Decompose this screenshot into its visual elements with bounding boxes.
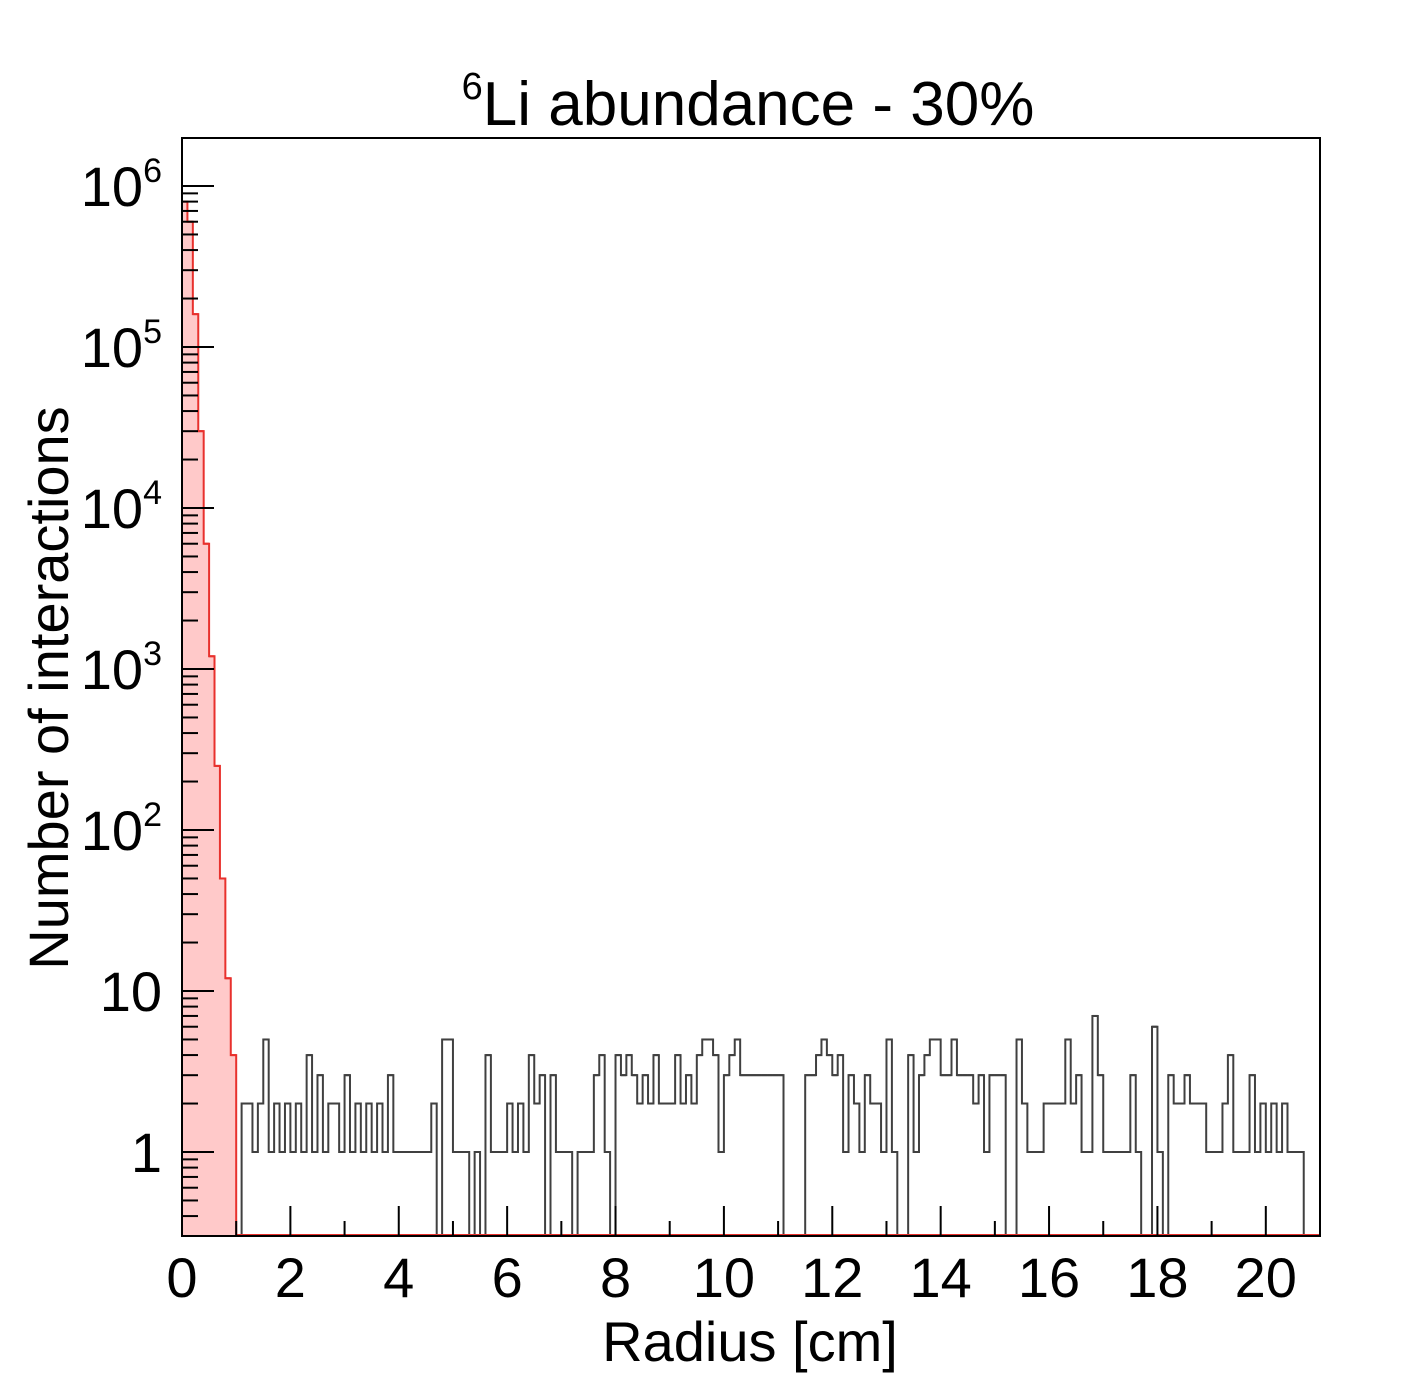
y-tick-exponent: 3: [143, 635, 162, 673]
x-tick-label: 0: [166, 1246, 197, 1309]
x-tick-label: 12: [801, 1246, 863, 1309]
series-1: [236, 1014, 1310, 1237]
y-tick-exponent: 4: [143, 474, 162, 512]
chart-title: 6Li abundance - 30%: [462, 66, 1035, 139]
axis-ticks: [181, 137, 1321, 1237]
x-axis-label: Radius [cm]: [602, 1310, 898, 1373]
x-tick-label: 16: [1018, 1246, 1080, 1309]
y-tick-base: 10: [81, 799, 143, 862]
y-tick-base: 10: [81, 477, 143, 540]
plot-area: [181, 137, 1321, 1237]
y-tick-label: 106: [81, 152, 162, 218]
x-tick-label: 14: [910, 1246, 972, 1309]
y-tick-label: 105: [81, 313, 162, 379]
y-tick-base: 10: [81, 155, 143, 218]
y-tick-label: 103: [81, 635, 162, 701]
x-tick-label: 6: [492, 1246, 523, 1309]
plot-frame: [181, 137, 1321, 1237]
y-tick-base: 10: [81, 316, 143, 379]
y-tick-exponent: 5: [143, 313, 162, 351]
series-1-outline: [236, 1014, 1310, 1237]
y-tick-base: 10: [81, 638, 143, 701]
x-tick-label: 20: [1235, 1246, 1297, 1309]
y-tick-label: 10: [100, 960, 162, 1023]
y-tick-base: 1: [131, 1121, 162, 1184]
title-superscript: 6: [462, 66, 483, 108]
y-axis-label: Number of interactions: [17, 406, 80, 969]
x-tick-label: 8: [600, 1246, 631, 1309]
y-tick-label: 102: [81, 796, 162, 862]
y-tick-label: 1: [131, 1121, 162, 1184]
y-tick-exponent: 2: [143, 796, 162, 834]
x-tick-label: 18: [1126, 1246, 1188, 1309]
x-tick-label: 4: [383, 1246, 414, 1309]
x-tick-label: 10: [693, 1246, 755, 1309]
title-main: Li abundance - 30%: [483, 70, 1035, 139]
series-0-fill: [182, 201, 242, 1237]
series-0: [181, 200, 242, 1237]
y-tick-exponent: 6: [143, 152, 162, 190]
y-tick-label: 104: [81, 474, 162, 540]
x-tick-labels: 0 2 4 6 8 10 12 14 16 18 20: [166, 1246, 1297, 1309]
x-tick-label: 2: [275, 1246, 306, 1309]
y-tick-base: 10: [100, 960, 162, 1023]
